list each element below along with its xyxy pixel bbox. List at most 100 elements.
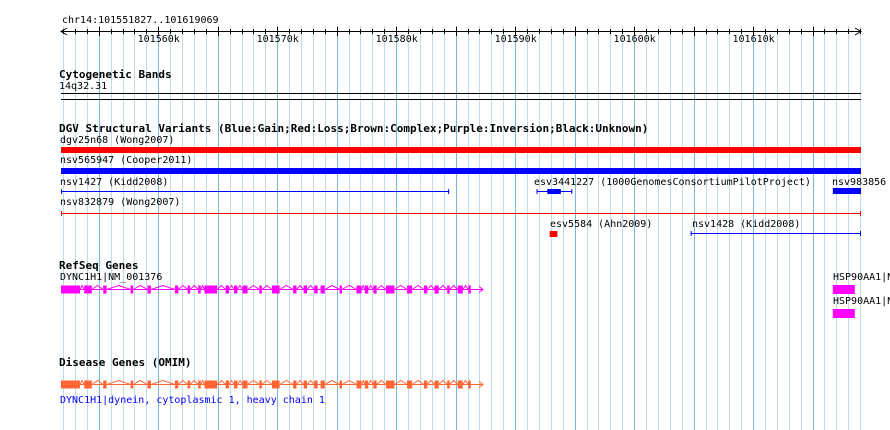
omim-dync1h1-intron <box>426 379 435 385</box>
omim-dync1h1-intron <box>91 379 104 385</box>
omim-dync1h1-intron <box>306 379 315 385</box>
refseq-dync1h1-strand-arrow <box>478 286 484 293</box>
refseq-dync1h1-exon <box>272 285 280 294</box>
feature-label-esv3441227[interactable]: esv3441227 (1000GenomesConsortiumPilotPr… <box>534 177 811 188</box>
refseq-dync1h1-intron <box>189 284 199 290</box>
refseq-dync1h1-intron <box>438 284 448 290</box>
feature-label-esv5584[interactable]: esv5584 (Ahn2009) <box>550 219 653 230</box>
refseq-hsp90aa1-1 <box>832 285 855 294</box>
omim-dync1h1-exon <box>303 380 308 389</box>
refseq-dync1h1-intron <box>91 284 104 290</box>
refseq-dync1h1-exon <box>423 285 428 294</box>
omim-dync1h1-intron <box>150 379 176 385</box>
omim-dync1h1-intron <box>438 379 448 385</box>
refseq-dync1h1-exon <box>339 285 343 294</box>
refseq-track-title[interactable]: RefSeq Genes <box>59 259 139 272</box>
refseq-dync1h1-intron <box>367 284 374 290</box>
omim-dync1h1-intron <box>216 379 226 385</box>
refseq-dync1h1-intron <box>449 284 459 290</box>
feature-label-nsv565947[interactable]: nsv565947 (Cooper2011) <box>60 155 193 166</box>
omim-dync1h1-exon <box>293 380 297 389</box>
omim-dync1h1-exon <box>61 380 80 389</box>
omim-dync1h1-exon <box>373 380 377 389</box>
refseq-dync1h1-intron <box>361 284 366 290</box>
refseq-dync1h1-intron <box>150 284 176 290</box>
omim-dync1h1-intron <box>376 379 387 385</box>
omim-dync1h1-exon <box>103 380 107 389</box>
feature-label-nsv983856[interactable]: nsv983856 <box>832 177 887 188</box>
omim-dync1h1-strand-arrow <box>478 381 484 388</box>
refseq-dync1h1-exon <box>84 285 92 294</box>
omim-dync1h1-intron <box>261 379 273 385</box>
omim-dync1h1-exon <box>447 380 450 389</box>
gene-label-dync1h1[interactable]: DYNC1H1|NM_001376 <box>60 272 163 283</box>
refseq-hsp90aa1-2 <box>832 309 855 318</box>
omim-dync1h1-intron <box>189 379 199 385</box>
variant-dgv25n68 <box>61 147 861 153</box>
omim-dync1h1-intron <box>228 379 235 385</box>
gene-label-hsp90aa1-1[interactable]: HSP90AA1|N <box>833 272 890 283</box>
omim-dync1h1-intron <box>341 379 357 385</box>
omim-dync1h1-intron <box>296 379 305 385</box>
omim-dync1h1-intron <box>367 379 374 385</box>
omim-dync1h1-exon <box>259 380 262 389</box>
refseq-dync1h1-intron <box>79 284 85 290</box>
dgv-track-title[interactable]: DGV Structural Variants (Blue:Gain;Red:L… <box>59 122 649 135</box>
refseq-dync1h1-exon <box>434 285 439 294</box>
omim-dync1h1-exon <box>198 380 201 389</box>
refseq-dync1h1-intron <box>306 284 315 290</box>
variant-nsv565947 <box>61 168 861 174</box>
ruler-tick-label: 101600k <box>613 34 656 45</box>
omim-dync1h1-intron <box>449 379 459 385</box>
omim-dync1h1-exon <box>364 380 369 389</box>
omim-dync1h1-exon <box>234 380 238 389</box>
omim-dync1h1-exon <box>130 380 134 389</box>
omim-track-title[interactable]: Disease Genes (OMIM) <box>59 356 192 369</box>
refseq-dync1h1-intron <box>376 284 387 290</box>
refseq-dync1h1-intron <box>132 284 148 290</box>
refseq-dync1h1-exon <box>293 285 297 294</box>
refseq-dync1h1-intron <box>236 284 243 290</box>
refseq-dync1h1-exon <box>187 285 191 294</box>
refseq-dync1h1-exon <box>225 285 229 294</box>
refseq-dync1h1-intron <box>106 284 131 290</box>
refseq-dync1h1-exon <box>385 285 395 294</box>
omim-dync1h1-intron <box>247 379 260 385</box>
ruler-tick-label: 101610k <box>732 34 775 45</box>
refseq-dync1h1-exon <box>174 285 179 294</box>
omim-dync1h1-intron <box>361 379 366 385</box>
refseq-dync1h1-exon <box>147 285 151 294</box>
refseq-dync1h1-intron <box>200 284 205 290</box>
variant-esv5584 <box>549 231 558 237</box>
ruler-tick-label: 101570k <box>256 34 299 45</box>
refseq-dync1h1-intron <box>411 284 425 290</box>
ruler-tick-label: 101580k <box>375 34 418 45</box>
omim-dync1h1-exon <box>468 380 471 389</box>
feature-label-nsv1428[interactable]: nsv1428 (Kidd2008) <box>692 219 801 230</box>
cytoband-track-title[interactable]: Cytogenetic Bands <box>59 68 172 81</box>
ruler-tick-label: 101560k <box>137 34 180 45</box>
omim-dync1h1-intron <box>411 379 425 385</box>
omim-dync1h1-exon <box>174 380 179 389</box>
refseq-dync1h1-intron <box>261 284 273 290</box>
gene-label-hsp90aa1-2[interactable]: HSP90AA1|N <box>833 296 890 307</box>
variant-esv3441227-block <box>547 189 561 194</box>
omim-dync1h1-exon <box>314 380 318 389</box>
omim-gene-label[interactable]: DYNC1H1|dynein, cytoplasmic 1, heavy cha… <box>60 395 325 406</box>
refseq-dync1h1-intron <box>247 284 260 290</box>
feature-label-dgv25n68[interactable]: dgv25n68 (Wong2007) <box>60 135 175 146</box>
omim-dync1h1-intron <box>394 379 408 385</box>
refseq-dync1h1-exon <box>314 285 318 294</box>
omim-dync1h1-intron <box>462 379 469 385</box>
omim-dync1h1-exon <box>204 380 218 389</box>
omim-dync1h1-intron <box>324 379 340 385</box>
feature-label-nsv832879[interactable]: nsv832879 (Wong2007) <box>60 197 181 208</box>
omim-dync1h1-intron <box>279 379 294 385</box>
refseq-dync1h1-exon <box>468 285 471 294</box>
feature-label-nsv1427[interactable]: nsv1427 (Kidd2008) <box>60 177 169 188</box>
refseq-dync1h1-intron <box>279 284 294 290</box>
omim-dync1h1-intron <box>200 379 205 385</box>
omim-dync1h1-exon <box>457 380 463 389</box>
